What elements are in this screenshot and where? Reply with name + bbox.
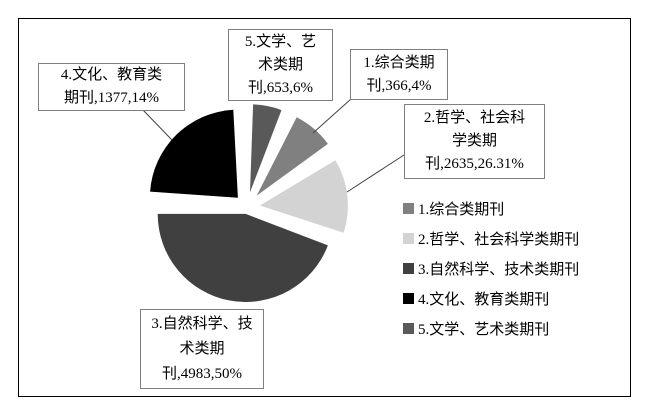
pie [150, 104, 348, 302]
callout-line: 期刊,1377,14% [64, 90, 159, 106]
plot-area-border [18, 18, 631, 397]
callout-line: 刊,2635,26.31% [425, 156, 524, 172]
callout-line: 术类期 [257, 56, 303, 73]
legend-label: 3.自然科学、技术类期刊 [418, 261, 580, 278]
legend-swatch-icon [403, 322, 414, 334]
pie-slice-4 [150, 109, 238, 198]
callout-natural-science-tech: 3.自然科学、技 术类期 刊,4983,50% [140, 309, 264, 389]
legend: 1.综合类期刊 2.哲学、社会科学类期刊 3.自然科学、技术类期刊 4.文化、教… [403, 193, 603, 343]
legend-swatch-icon [403, 232, 414, 244]
callout-line: 刊,4983,50% [162, 365, 242, 382]
legend-label: 5.文学、艺术类期刊 [418, 321, 550, 338]
callout-line: 3.自然科学、技 [151, 315, 253, 332]
legend-swatch-icon [403, 262, 414, 274]
legend-label: 4.文化、教育类期刊 [418, 291, 550, 308]
callout-literature-art: 5.文学、艺 术类期 刊,653,6% [228, 29, 333, 101]
callout-comprehensive: 1.综合类期 刊,366,4% [350, 49, 448, 100]
callout-line: 5.文学、艺 [244, 33, 317, 50]
callout-line: 术类期 [179, 340, 225, 357]
callout-culture-education: 4.文化、教育类 期刊,1377,14% [38, 63, 185, 111]
legend-item-natural-science-tech: 3.自然科学、技术类期刊 [403, 253, 603, 283]
callout-leader-line-1 [312, 98, 352, 134]
pie-slice-1 [256, 117, 328, 196]
legend-swatch-icon [403, 292, 414, 304]
legend-label: 1.综合类期刊 [418, 201, 505, 218]
callout-line: 刊,366,4% [366, 77, 432, 94]
legend-item-literature-art: 5.文学、艺术类期刊 [403, 313, 603, 343]
callout-line: 4.文化、教育类 [60, 67, 163, 83]
legend-item-culture-education: 4.文化、教育类期刊 [403, 283, 603, 313]
legend-label: 2.哲学、社会科学类期刊 [418, 231, 580, 248]
callout-leader-line-2 [346, 154, 405, 193]
callout-line: 1.综合类期 [363, 54, 435, 71]
callout-line: 刊,653,6% [248, 79, 313, 96]
legend-item-philosophy-social: 2.哲学、社会科学类期刊 [403, 223, 603, 253]
callout-line: 2.哲学、社会科 [423, 110, 526, 126]
callout-philosophy-social: 2.哲学、社会科 学类期 刊,2635,26.31% [404, 104, 545, 179]
pie-slice-2 [259, 160, 348, 233]
callout-line: 学类期 [451, 133, 497, 149]
legend-swatch-icon [403, 202, 414, 214]
pie-slice-5 [250, 104, 282, 193]
callout-leader-line-4 [142, 109, 173, 141]
pie-slice-3 [157, 213, 328, 302]
legend-item-comprehensive: 1.综合类期刊 [403, 193, 603, 223]
